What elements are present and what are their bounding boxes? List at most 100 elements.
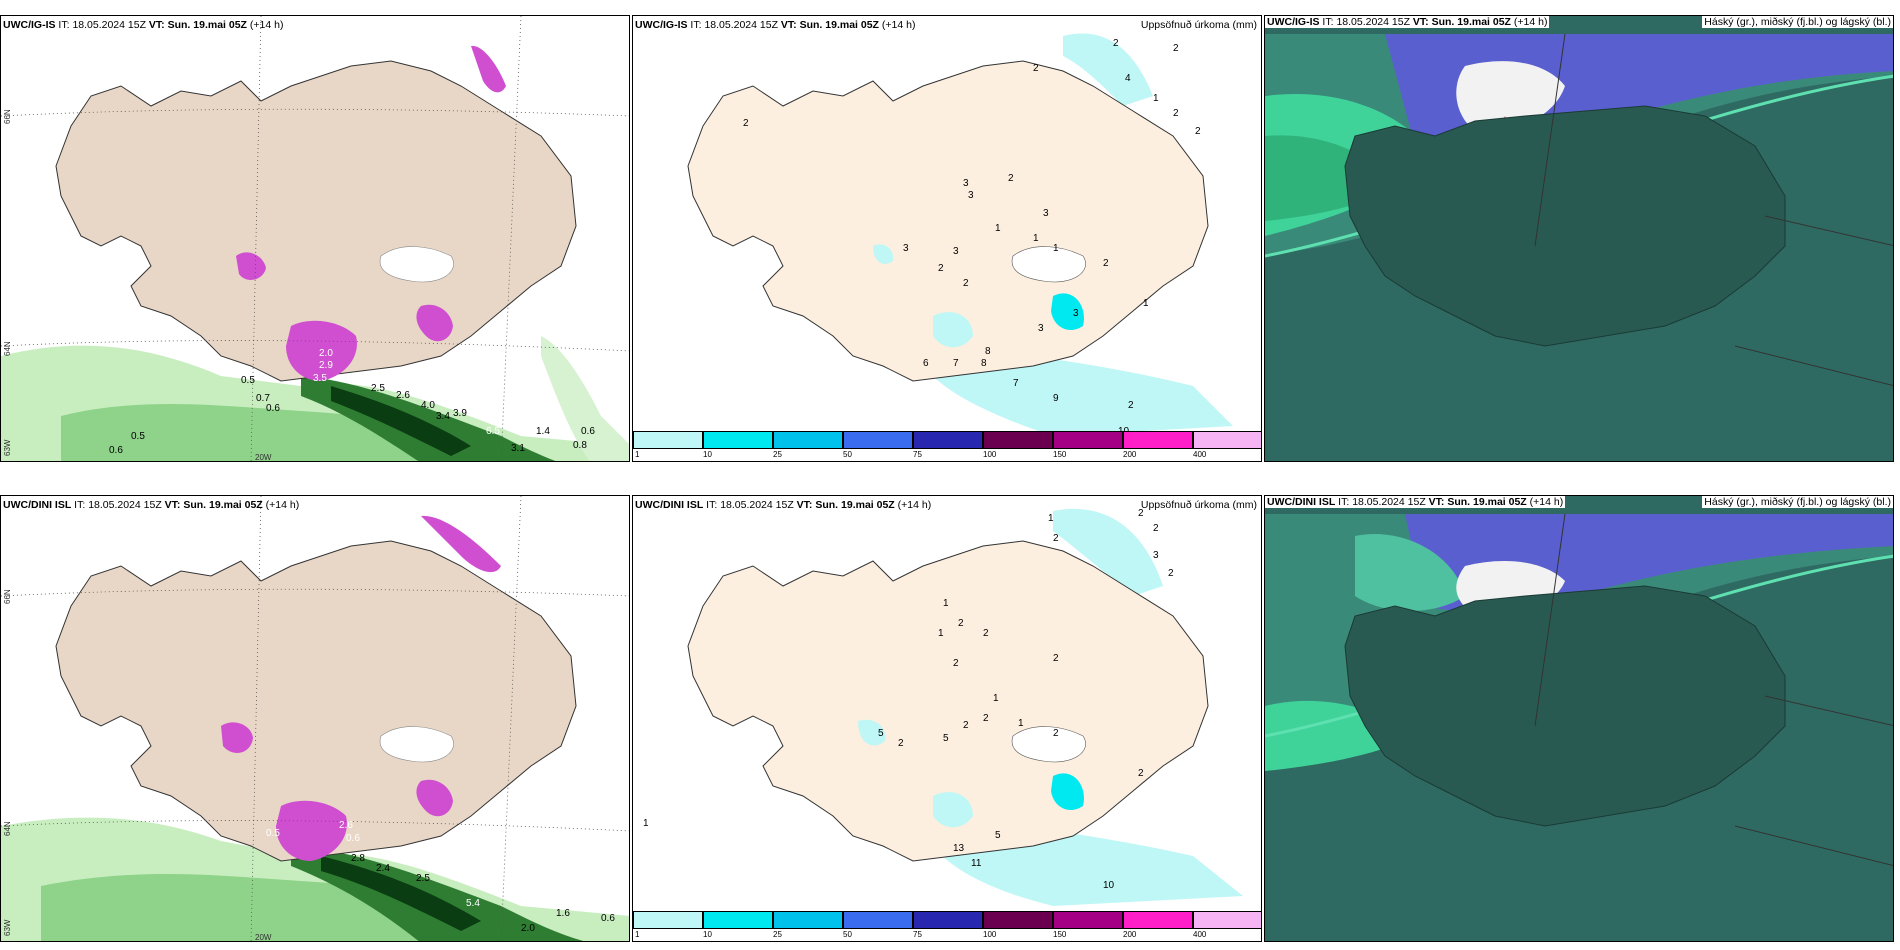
value-label: 2 <box>963 278 969 289</box>
value-label: 2 <box>1103 258 1109 269</box>
colorbar-tick: 100 <box>983 450 997 459</box>
value-label: 2 <box>743 118 749 129</box>
value-label: 2 <box>1033 63 1039 74</box>
value-label: 5.4 <box>466 898 480 909</box>
value-label: 1 <box>1033 233 1039 244</box>
precip-title: Uppsöfnuð úrkoma (mm) <box>1140 499 1257 511</box>
colorbar-segment <box>1053 431 1123 449</box>
map-canvas: 1 2 2 2 3 2 1 2 1 2 2 2 1 5 2 2 5 2 1 2 … <box>643 508 1243 906</box>
map-canvas <box>1265 513 1893 941</box>
value-label: 2 <box>1138 768 1144 779</box>
colorbar-segment <box>773 911 843 929</box>
value-label: 2.4 <box>376 863 390 874</box>
value-label: 2 <box>983 713 989 724</box>
value-label: 3.9 <box>453 408 467 419</box>
lat-label: 63W <box>3 439 12 456</box>
value-label: 0.5 <box>266 828 280 839</box>
colorbar-segment <box>703 431 773 449</box>
colorbar-segment <box>1123 911 1193 929</box>
value-label: 5 <box>943 733 949 744</box>
map-canvas: 2.0 2.9 3.5 0.5 0.6 0.7 2.5 2.6 4.0 3.4 … <box>1 16 629 461</box>
value-label: 1 <box>1018 718 1024 729</box>
colorbar-segment <box>843 431 913 449</box>
value-label: 11 <box>971 858 982 869</box>
value-label: 9 <box>1053 393 1059 404</box>
value-label: 3 <box>1073 308 1079 319</box>
value-label: 8 <box>981 358 987 369</box>
colorbar-tick: 75 <box>913 930 922 939</box>
precip-title: Uppsöfnuð úrkoma (mm) <box>1140 19 1257 31</box>
colorbar-segment <box>1053 911 1123 929</box>
value-label: 2.0 <box>521 923 535 934</box>
colorbar-segment <box>633 431 703 449</box>
map-canvas <box>1265 33 1893 461</box>
colorbar-segment <box>913 431 983 449</box>
value-label: 5 <box>995 830 1001 841</box>
value-label: 2 <box>1173 43 1179 54</box>
colorbar-tick: 150 <box>1053 450 1067 459</box>
value-label: 1 <box>1048 513 1054 524</box>
value-label: 3 <box>953 246 959 257</box>
wind-precip-map-ig-is: UWC/IG-IS IT: 18.05.2024 15Z VT: Sun. 19… <box>0 15 630 462</box>
panel-header: UWC/DINI ISL IT: 18.05.2024 15Z VT: Sun.… <box>635 499 932 511</box>
colorbar-segment <box>1123 431 1193 449</box>
precip-colorbar: 1 10 25 50 75 100 150 200 400 <box>633 431 1261 461</box>
value-label: 10 <box>1103 880 1115 891</box>
value-label: 2.9 <box>319 360 333 371</box>
value-label: 3 <box>968 190 974 201</box>
colorbar-tick: 50 <box>843 930 852 939</box>
colorbar-tick: 25 <box>773 930 782 939</box>
panel-header: UWC/IG-IS IT: 18.05.2024 15Z VT: Sun. 19… <box>3 19 284 31</box>
colorbar-tick: 400 <box>1193 450 1207 459</box>
value-label: 1.6 <box>556 908 570 919</box>
value-label: 2 <box>953 658 959 669</box>
colorbar-tick: 400 <box>1193 930 1207 939</box>
precip-value-labels: 2.0 2.9 3.5 0.5 0.6 0.7 2.5 2.6 4.0 3.4 … <box>109 348 595 456</box>
value-label: 0.8 <box>573 440 587 451</box>
value-label: 2.6 <box>339 820 353 831</box>
precip-map-dini: UWC/DINI ISL IT: 18.05.2024 15Z VT: Sun.… <box>632 495 1262 942</box>
precip-map-ig-is: UWC/IG-IS IT: 18.05.2024 15Z VT: Sun. 19… <box>632 15 1262 462</box>
lat-label: 66N <box>3 589 12 604</box>
value-label: 5 <box>878 728 884 739</box>
colorbar-tick: 100 <box>983 930 997 939</box>
colorbar-tick: 25 <box>773 450 782 459</box>
value-label: 3.4 <box>436 411 450 422</box>
value-label: 2.6 <box>396 390 410 401</box>
colorbar-segment <box>843 911 913 929</box>
precip-value-labels: 1 2 2 2 3 2 1 2 1 2 2 2 1 5 2 2 5 2 1 2 … <box>643 508 1174 891</box>
colorbar-segment <box>913 911 983 929</box>
lat-label: 64N <box>3 341 12 356</box>
wind-precip-map-dini: UWC/DINI ISL IT: 18.05.2024 15Z VT: Sun.… <box>0 495 630 942</box>
map-canvas: 0.5 2.4 2.8 2.5 5.4 2.0 1.6 0.6 2.6 0.6 <box>1 496 629 941</box>
value-label: 3 <box>963 178 969 189</box>
value-label: 2.0 <box>319 348 333 359</box>
lon-label: 20W <box>255 453 272 462</box>
value-label: 3.1 <box>511 443 525 454</box>
colorbar-tick: 75 <box>913 450 922 459</box>
colorbar-segment <box>1193 911 1261 929</box>
value-label: 3 <box>1038 323 1044 334</box>
lat-label: 63W <box>3 919 12 936</box>
value-label: 0.6 <box>109 445 123 456</box>
value-label: 2 <box>1008 173 1014 184</box>
value-label: 2 <box>958 618 964 629</box>
colorbar-segment <box>703 911 773 929</box>
precip-value-labels: 0.5 2.4 2.8 2.5 5.4 2.0 1.6 0.6 2.6 0.6 <box>266 820 615 934</box>
value-label: 8 <box>985 346 991 357</box>
cloud-map-ig-is: UWC/IG-IS IT: 18.05.2024 15Z VT: Sun. 19… <box>1264 15 1894 462</box>
value-label: 1.4 <box>536 426 550 437</box>
value-label: 2 <box>963 720 969 731</box>
value-label: 0.7 <box>256 393 270 404</box>
value-label: 2 <box>983 628 989 639</box>
colorbar-segment <box>1193 431 1261 449</box>
value-label: 3 <box>903 243 909 254</box>
value-label: 0.6 <box>581 426 595 437</box>
value-label: 0.6 <box>346 833 360 844</box>
value-label: 2 <box>1053 728 1059 739</box>
colorbar-segment <box>773 431 843 449</box>
value-label: 2 <box>938 263 944 274</box>
colorbar-tick: 50 <box>843 450 852 459</box>
value-label: 2 <box>1153 523 1159 534</box>
value-label: 1 <box>1053 243 1059 254</box>
